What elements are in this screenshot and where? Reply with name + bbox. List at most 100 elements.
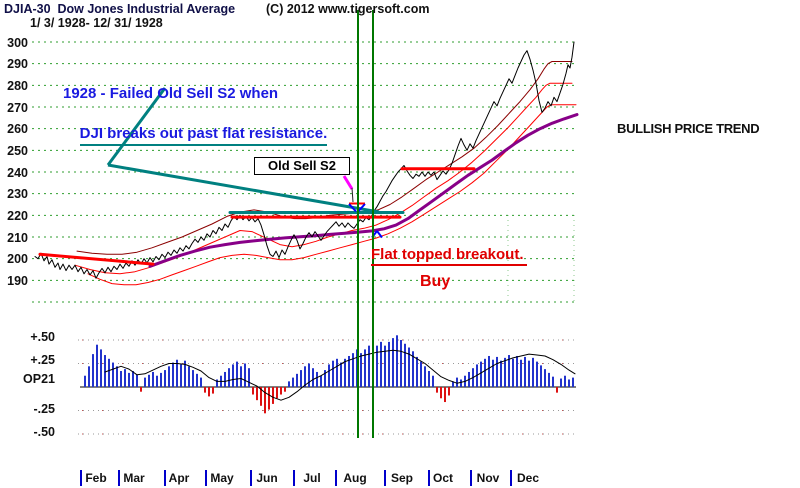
month-separator — [118, 470, 120, 486]
op21-bar-up — [188, 366, 190, 387]
op21-bar-up — [236, 361, 238, 387]
month-separator — [205, 470, 207, 486]
op21-bar-up — [572, 377, 574, 387]
op21-bar-down — [212, 387, 214, 394]
op21-bar-up — [164, 370, 166, 387]
op21-bar-up — [428, 371, 430, 387]
op21-bar-down — [256, 387, 258, 401]
op21-bar-up — [156, 375, 158, 387]
op21-bar-up — [508, 355, 510, 387]
op21-bar-up — [412, 351, 414, 387]
month-separator — [510, 470, 512, 486]
price-y-label: 300 — [7, 36, 28, 50]
failed-sell-note: 1928 - Failed Old Sell S2 when DJI break… — [63, 44, 328, 166]
op21-bar-up — [88, 366, 90, 387]
op21-bar-up — [424, 366, 426, 387]
op21-bar-up — [368, 345, 370, 387]
month-separator — [80, 470, 82, 486]
sell-arrow-right — [357, 203, 366, 213]
feb-flat-resistance — [38, 252, 155, 266]
op21-bar-down — [436, 387, 438, 393]
op21-bar-up — [116, 366, 118, 387]
op21-bar-up — [224, 371, 226, 387]
op21-bar-up — [184, 360, 186, 387]
breakout-note: Flat topped breakout. — [371, 247, 527, 266]
op21-bar-up — [348, 355, 350, 387]
price-y-label: 200 — [7, 252, 28, 266]
op21-bar-up — [532, 357, 534, 387]
op21-bar-up — [168, 366, 170, 387]
op21-bar-up — [564, 375, 566, 387]
op21-bar-up — [232, 364, 234, 387]
op21-bar-up — [380, 341, 382, 387]
op21-bar-up — [200, 377, 202, 387]
op21-bar-down — [264, 387, 266, 414]
op21-bar-up — [120, 371, 122, 387]
op21-bar-up — [528, 360, 530, 387]
pointer-stem — [351, 187, 354, 203]
op21-bar-up — [160, 372, 162, 387]
op21-bar-up — [384, 345, 386, 387]
op21-bar-up — [340, 362, 342, 387]
op21-bar-up — [248, 368, 250, 387]
op21-bar-down — [444, 387, 446, 403]
op21-bar-up — [240, 366, 242, 387]
op21-bar-up — [420, 361, 422, 387]
op21-bar-down — [448, 387, 450, 396]
price-line — [34, 41, 575, 279]
failed-sell-note-line1: 1928 - Failed Old Sell S2 when — [63, 85, 279, 102]
month-label-jun: Jun — [256, 471, 278, 485]
op21-bar-up — [388, 341, 390, 387]
op21-bar-up — [404, 343, 406, 387]
op21-bar-up — [488, 355, 490, 387]
op21-bar-up — [396, 335, 398, 387]
op21-bar-up — [548, 372, 550, 387]
teal-pointer-upper — [106, 87, 167, 166]
op21-bar-up — [84, 375, 86, 387]
op21-bar-up — [568, 379, 570, 387]
magenta-pointer — [342, 175, 354, 190]
month-label-nov: Nov — [476, 471, 500, 485]
op21-bar-down — [556, 387, 558, 393]
price-y-label: 270 — [7, 101, 28, 115]
month-separator — [428, 470, 430, 486]
price-y-label: 220 — [7, 209, 28, 223]
op21-bar-up — [316, 371, 318, 387]
op21-bar-up — [312, 368, 314, 387]
op21-bar-up — [320, 375, 322, 387]
op21-bar-up — [524, 356, 526, 387]
op21-bar-up — [400, 340, 402, 387]
price-y-label: 230 — [7, 187, 28, 201]
op21-bar-up — [216, 379, 218, 387]
op21-bar-up — [292, 377, 294, 387]
op21-bar-up — [148, 374, 150, 387]
op21-bar-up — [104, 355, 106, 387]
op21-bar-up — [172, 362, 174, 387]
price-y-label: 280 — [7, 79, 28, 93]
op21-bar-down — [272, 387, 274, 404]
op21-bar-up — [352, 353, 354, 387]
op21-bar-up — [544, 369, 546, 387]
copyright-text: (C) 2012 www.tigersoft.com — [266, 2, 430, 16]
op21-bar-up — [112, 362, 114, 387]
op21-bar-up — [484, 358, 486, 387]
date-range: 1/ 3/ 1928- 12/ 31/ 1928 — [30, 16, 163, 30]
op21-bar-down — [440, 387, 442, 399]
op21-bar-up — [288, 381, 290, 387]
op21-bar-up — [132, 371, 134, 387]
op21-bar-up — [152, 371, 154, 387]
op21-bar-up — [500, 360, 502, 387]
op21-bar-up — [128, 372, 130, 387]
op21-bar-up — [108, 358, 110, 387]
op21-bar-up — [408, 347, 410, 387]
op21-bar-up — [180, 364, 182, 387]
op21-bar-up — [308, 363, 310, 387]
op21-bar-up — [376, 345, 378, 387]
op21-bar-up — [540, 365, 542, 387]
op21-bar-up — [296, 373, 298, 387]
op21-bar-up — [512, 358, 514, 387]
indicator-y-label: +.50 — [30, 330, 55, 344]
op21-bar-up — [100, 349, 102, 387]
indicator-bars — [84, 335, 574, 414]
